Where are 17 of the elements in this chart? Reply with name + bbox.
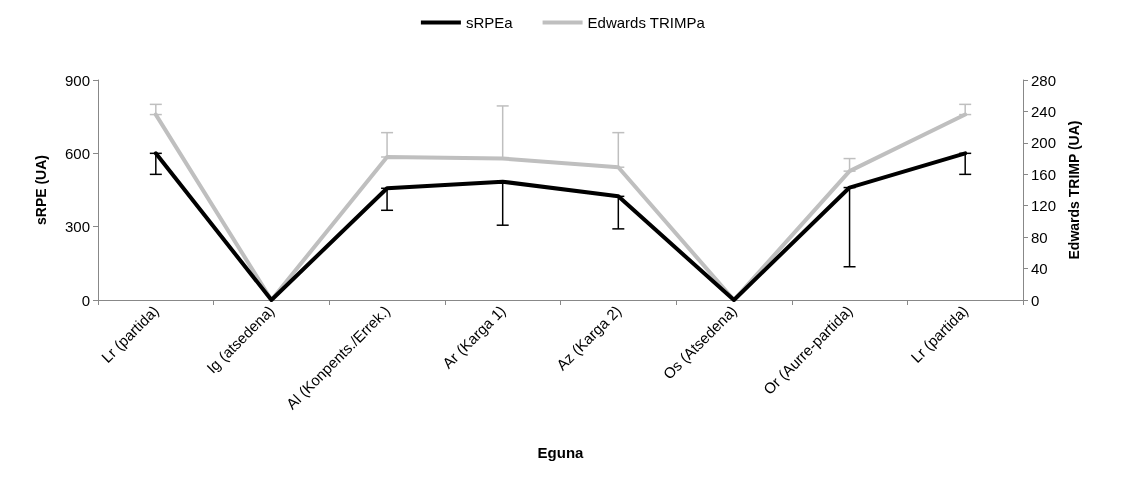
- y2-tick-label: 120: [1031, 197, 1057, 215]
- x-axis-title: Eguna: [537, 444, 585, 461]
- y-tick-label: 900: [64, 71, 90, 89]
- y2-tick-label: 160: [1031, 165, 1057, 183]
- y2-tick-label: 280: [1031, 71, 1057, 89]
- y-tick-label: 600: [64, 144, 90, 162]
- y2-tick-label: 80: [1031, 228, 1048, 246]
- y-tick-label: 0: [81, 291, 90, 309]
- legend-label: sRPEa: [465, 14, 514, 31]
- y2-tick-label: 0: [1031, 291, 1040, 309]
- y2-tick-label: 40: [1031, 260, 1048, 278]
- y-tick-label: 300: [64, 218, 90, 236]
- y-axis-title: sRPE (UA): [33, 154, 49, 226]
- y2-axis-title: Edwards TRIMP (UA): [1066, 120, 1082, 260]
- y2-tick-label: 200: [1031, 134, 1057, 152]
- legend-label: Edwards TRIMPa: [587, 14, 706, 31]
- y2-tick-label: 240: [1031, 102, 1057, 120]
